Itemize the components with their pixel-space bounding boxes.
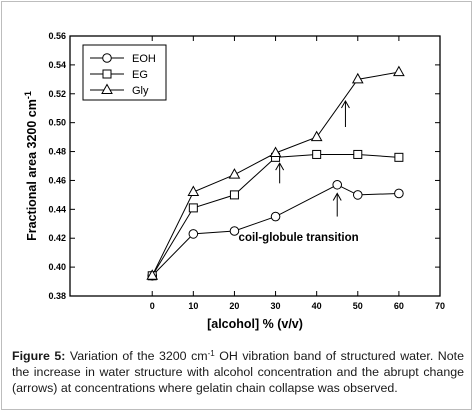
data-point-gly — [393, 65, 405, 77]
caption-text-4: change (arrows) at concentrations where … — [12, 365, 464, 395]
data-point-eg — [353, 149, 363, 159]
x-tick-label: 70 — [435, 301, 445, 311]
legend-box — [82, 44, 167, 101]
y-axis-title-sup: -1 — [23, 91, 33, 99]
x-tick-label: 60 — [394, 301, 404, 311]
figure-caption: Figure 5: Variation of the 3200 cm-1 OH … — [12, 348, 464, 396]
tick-marks — [70, 35, 441, 297]
x-tick-label: 10 — [188, 301, 198, 311]
y-tick-label: 0.38 — [48, 291, 66, 301]
data-point-eg — [312, 149, 322, 159]
legend-label-eoh: EOH — [132, 53, 156, 65]
arrow-head-icon — [341, 99, 350, 109]
data-point-eoh — [229, 226, 240, 236]
data-point-eoh — [352, 190, 363, 200]
legend-label-gly: Gly — [132, 85, 149, 97]
series-lines — [151, 71, 399, 277]
y-tick-label: 0.52 — [48, 89, 66, 99]
legend: EOH EG Gly — [82, 44, 167, 101]
arrow-head-icon — [275, 162, 285, 171]
data-point-gly — [146, 269, 159, 280]
caption-text-1: Variation of the 3200 cm — [69, 349, 208, 363]
data-point-eoh — [394, 188, 404, 199]
y-tick-label: 0.48 — [48, 147, 66, 157]
x-tick-label: 20 — [229, 301, 239, 311]
legend-label-eg: EG — [132, 69, 148, 81]
caption-text-2: OH vibration band of structured water. — [219, 349, 434, 363]
y-axis-title: Fractional area 3200 cm-1 — [23, 91, 39, 241]
legend-marker-eoh — [102, 53, 112, 63]
y-axis-title-main: Fractional area 3200 cm — [25, 99, 39, 241]
series-line-eoh — [151, 184, 399, 277]
data-point-eoh — [332, 179, 343, 190]
data-point-eg — [394, 152, 404, 162]
data-point-gly — [269, 146, 282, 157]
chart: 0 10 20 30 40 50 60 70 0.38 0.40 0.42 0.44 0.46 0.48 0… — [23, 31, 445, 331]
plot-area — [69, 35, 441, 297]
x-axis-title: [alcohol] % (v/v) — [207, 317, 303, 331]
data-point-eoh — [188, 229, 199, 239]
data-point-eg — [229, 190, 239, 200]
caption-label: Figure 5: — [12, 349, 66, 363]
caption-text-3: Note the increase in water structure wit… — [12, 349, 464, 379]
arrows — [275, 99, 350, 217]
y-tick-label: 0.50 — [48, 118, 66, 128]
x-tick-label: 0 — [150, 301, 155, 311]
data-point-gly — [351, 72, 364, 84]
caption-sup: -1 — [207, 349, 215, 358]
data-point-gly — [310, 130, 323, 142]
data-point-gly — [228, 168, 241, 179]
y-tick-label: 0.42 — [48, 233, 66, 243]
x-tick-label: 50 — [353, 301, 363, 311]
y-tick-label: 0.40 — [48, 262, 66, 272]
legend-marker-eg — [102, 69, 112, 79]
series-line-gly — [151, 71, 399, 276]
data-point-gly — [187, 185, 200, 196]
x-tick-label: 30 — [271, 301, 281, 311]
annotation-label: coil-globule transition — [239, 232, 359, 244]
y-tick-label: 0.54 — [48, 60, 66, 70]
y-tick-label: 0.46 — [48, 175, 66, 185]
data-point-eg — [188, 203, 198, 213]
data-point-eoh — [270, 211, 281, 222]
arrow-head-icon — [332, 192, 342, 201]
legend-marker-gly — [101, 83, 113, 94]
y-tick-label: 0.44 — [48, 204, 66, 214]
tick-labels: 0 10 20 30 40 50 60 70 0.38 0.40 0.42 0.44 0.46 0.48 0… — [48, 31, 445, 311]
series-markers — [146, 65, 405, 281]
y-tick-label: 0.56 — [48, 31, 66, 41]
x-tick-label: 40 — [312, 301, 322, 311]
